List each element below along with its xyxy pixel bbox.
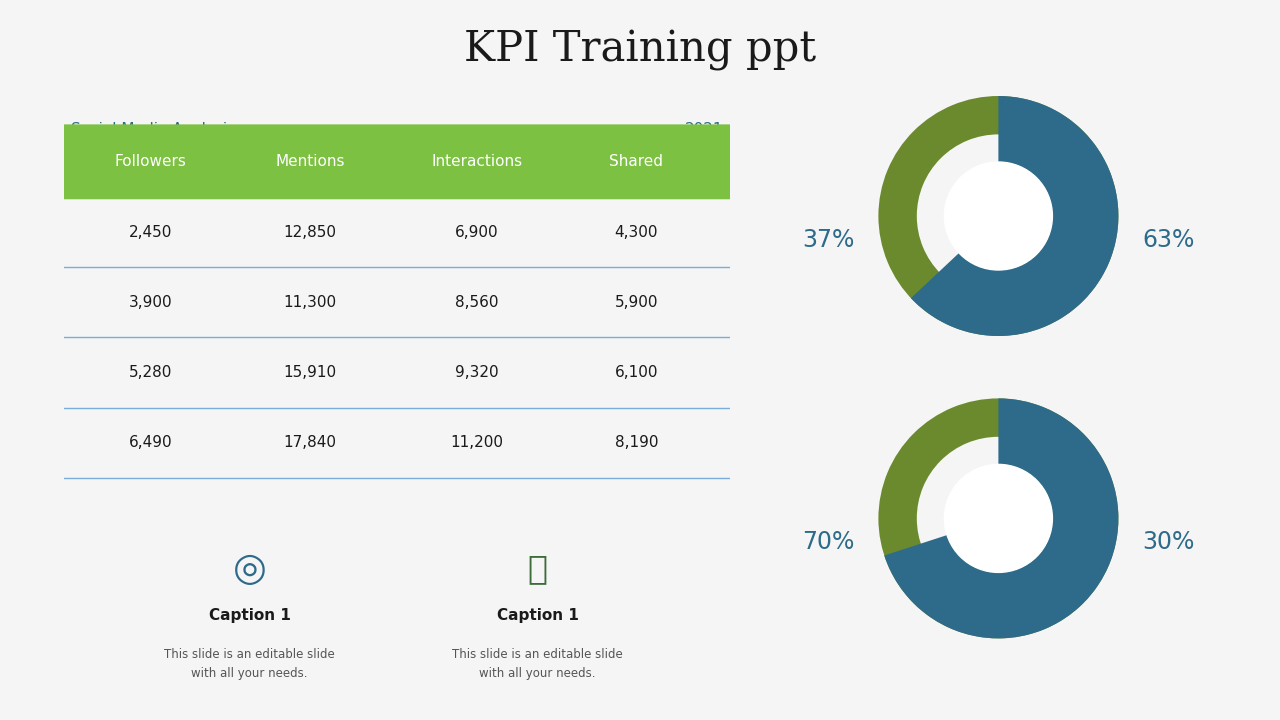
Text: 63%: 63% bbox=[1143, 228, 1196, 252]
Text: This slide is an editable slide
with all your needs.: This slide is an editable slide with all… bbox=[452, 648, 623, 680]
Text: 6,100: 6,100 bbox=[614, 365, 658, 380]
Text: KPI Training ppt: KPI Training ppt bbox=[463, 29, 817, 71]
Text: 5,900: 5,900 bbox=[614, 294, 658, 310]
Text: 11,200: 11,200 bbox=[451, 435, 503, 450]
Circle shape bbox=[945, 162, 1052, 270]
Text: 30%: 30% bbox=[1143, 531, 1196, 554]
Text: 8,190: 8,190 bbox=[614, 435, 658, 450]
Text: 2021: 2021 bbox=[685, 122, 723, 137]
Text: Followers: Followers bbox=[115, 154, 187, 169]
Text: ◎: ◎ bbox=[233, 550, 266, 588]
Text: Mentions: Mentions bbox=[275, 154, 346, 169]
Text: 6,490: 6,490 bbox=[129, 435, 173, 450]
Text: Interactions: Interactions bbox=[431, 154, 522, 169]
Wedge shape bbox=[878, 96, 1119, 336]
Text: 3,900: 3,900 bbox=[129, 294, 173, 310]
Text: 17,840: 17,840 bbox=[284, 435, 337, 450]
Text: 11,300: 11,300 bbox=[284, 294, 337, 310]
Text: 9,320: 9,320 bbox=[454, 365, 498, 380]
Wedge shape bbox=[884, 398, 1119, 639]
Wedge shape bbox=[878, 398, 1119, 639]
Text: 2,450: 2,450 bbox=[129, 225, 173, 240]
Circle shape bbox=[945, 464, 1052, 572]
Wedge shape bbox=[911, 96, 1119, 336]
Text: Caption 1: Caption 1 bbox=[209, 608, 291, 624]
Text: Social Media Analysis: Social Media Analysis bbox=[70, 122, 234, 137]
Text: Shared: Shared bbox=[609, 154, 663, 169]
Text: This slide is an editable slide
with all your needs.: This slide is an editable slide with all… bbox=[164, 648, 335, 680]
Text: 8,560: 8,560 bbox=[454, 294, 498, 310]
Text: 70%: 70% bbox=[801, 531, 854, 554]
Text: 5,280: 5,280 bbox=[129, 365, 173, 380]
Text: Caption 1: Caption 1 bbox=[497, 608, 579, 624]
Text: 15,910: 15,910 bbox=[284, 365, 337, 380]
Text: ⛆: ⛆ bbox=[527, 552, 548, 585]
Text: 6,900: 6,900 bbox=[454, 225, 498, 240]
Text: 37%: 37% bbox=[801, 228, 854, 252]
Text: 12,850: 12,850 bbox=[284, 225, 337, 240]
FancyBboxPatch shape bbox=[54, 125, 740, 199]
Text: 4,300: 4,300 bbox=[614, 225, 658, 240]
